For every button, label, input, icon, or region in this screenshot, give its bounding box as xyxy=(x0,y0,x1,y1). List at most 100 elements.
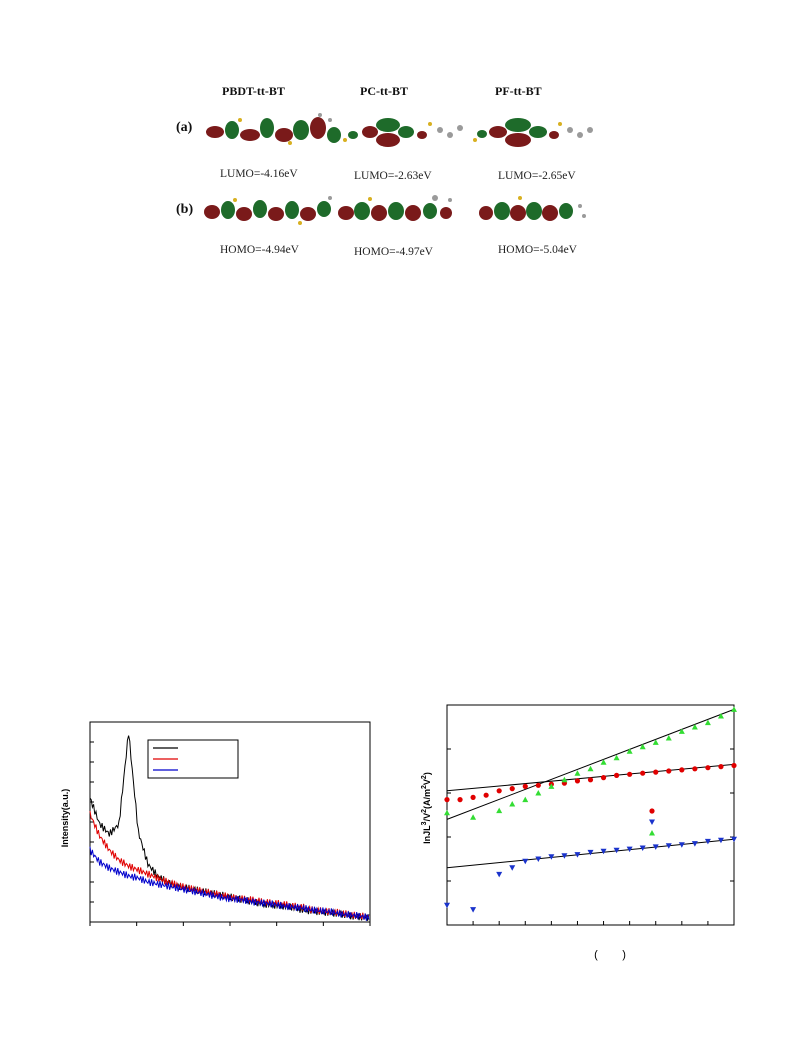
homo-value-pc: HOMO=-4.97eV xyxy=(354,246,433,258)
sclc-point-0 xyxy=(679,767,685,773)
orbital-figure: PBDT-tt-BT PC-tt-BT PF-tt-BT (a) (b) xyxy=(160,80,620,280)
orbital-images xyxy=(204,113,593,225)
sclc-point-2 xyxy=(522,796,529,803)
sclc-point-1 xyxy=(444,902,450,909)
intensity-series-line-2 xyxy=(89,846,370,921)
sclc-point-2 xyxy=(678,728,685,734)
sclc-point-1 xyxy=(613,847,620,854)
sclc-point-2 xyxy=(731,706,737,712)
sclc-point-2 xyxy=(717,713,724,719)
sclc-point-1 xyxy=(522,858,529,865)
sclc-legend xyxy=(649,808,655,836)
lumo-value-pc: LUMO=-2.63eV xyxy=(354,170,432,182)
sclc-point-2 xyxy=(665,735,672,741)
sclc-point-0 xyxy=(509,786,515,792)
sclc-point-2 xyxy=(470,814,477,820)
sclc-point-0 xyxy=(535,782,541,788)
row-label-b: (b) xyxy=(176,202,194,217)
sclc-point-0 xyxy=(640,770,646,776)
sclc-point-0 xyxy=(627,771,633,777)
intensity-ticks xyxy=(89,721,371,926)
sclc-xlabel: ( ) xyxy=(594,949,626,961)
sclc-point-0 xyxy=(666,768,672,774)
sclc-point-0 xyxy=(731,762,737,769)
sclc-fit-lines xyxy=(446,708,735,869)
sclc-point-0 xyxy=(483,792,489,798)
sclc-point-0 xyxy=(692,766,698,772)
sclc-point-1 xyxy=(731,836,737,843)
sclc-point-0 xyxy=(522,783,528,789)
sclc-ticks xyxy=(446,704,735,926)
sclc-point-1 xyxy=(665,843,672,849)
header-pc: PC-tt-BT xyxy=(360,84,408,98)
sclc-point-1 xyxy=(587,849,594,856)
sclc-point-2 xyxy=(496,807,503,814)
sclc-point-2 xyxy=(626,748,633,754)
lumo-value-pbdt: LUMO=-4.16eV xyxy=(220,168,298,180)
sclc-point-1 xyxy=(509,865,516,871)
sclc-point-1 xyxy=(652,844,659,850)
sclc-point-0 xyxy=(444,797,450,803)
sclc-fit-line-2 xyxy=(446,708,735,820)
intensity-series xyxy=(89,735,370,921)
sclc-plot-frame xyxy=(446,704,735,926)
sclc-legend-marker-1 xyxy=(649,819,655,825)
sclc-point-0 xyxy=(470,794,476,800)
sclc-point-2 xyxy=(691,724,698,730)
sclc-point-2 xyxy=(444,809,450,816)
sclc-point-1 xyxy=(626,846,633,853)
sclc-point-2 xyxy=(704,719,711,726)
homo-value-pbdt: HOMO=-4.94eV xyxy=(220,244,299,256)
sclc-legend-marker-0 xyxy=(649,808,655,814)
sclc-point-0 xyxy=(718,764,724,770)
sclc-point-2 xyxy=(587,765,594,772)
homo-pf-image xyxy=(479,196,586,221)
sclc-point-1 xyxy=(470,907,477,913)
sclc-point-1 xyxy=(535,856,542,862)
sclc-point-2 xyxy=(639,743,646,750)
homo-pbdt-image xyxy=(204,196,332,225)
sclc-point-2 xyxy=(561,776,568,783)
header-pbdt: PBDT-tt-BT xyxy=(222,84,285,98)
sclc-point-2 xyxy=(613,754,620,761)
sclc-point-1 xyxy=(639,845,646,851)
intensity-chart: Intensity(a.u.) xyxy=(60,721,371,926)
sclc-point-1 xyxy=(704,838,711,845)
sclc-point-2 xyxy=(548,783,555,789)
sclc-legend-marker-2 xyxy=(649,830,655,836)
sclc-point-1 xyxy=(574,852,581,858)
lumo-value-pf: LUMO=-2.65eV xyxy=(498,170,576,182)
intensity-legend xyxy=(147,739,239,779)
sclc-point-0 xyxy=(600,775,607,781)
lumo-pbdt-image xyxy=(206,113,341,145)
intensity-series-line-1 xyxy=(89,810,370,920)
sclc-point-1 xyxy=(600,848,607,855)
sclc-point-0 xyxy=(705,765,711,771)
sclc-point-0 xyxy=(613,772,620,778)
sclc-point-2 xyxy=(600,759,607,765)
sclc-point-0 xyxy=(653,769,659,775)
sclc-point-2 xyxy=(535,790,542,796)
sclc-point-0 xyxy=(587,777,594,783)
intensity-ylabel: Intensity(a.u.) xyxy=(60,789,70,848)
sclc-point-1 xyxy=(548,854,555,860)
homo-pc-image xyxy=(338,195,452,221)
sclc-series xyxy=(444,706,737,913)
sclc-point-1 xyxy=(496,871,503,878)
sclc-point-0 xyxy=(574,778,581,784)
sclc-point-0 xyxy=(457,797,463,803)
homo-value-pf: HOMO=-5.04eV xyxy=(498,244,577,256)
sclc-point-2 xyxy=(574,770,581,776)
sclc-point-2 xyxy=(509,801,516,807)
sclc-point-1 xyxy=(678,842,685,848)
lumo-pc-image xyxy=(343,118,463,147)
sclc-ylabel: lnJL3/V2(A/m2V2) xyxy=(421,772,432,844)
sclc-point-1 xyxy=(717,837,724,844)
row-label-a: (a) xyxy=(176,120,193,135)
sclc-chart: lnJL3/V2(A/m2V2) ( ) xyxy=(421,704,737,961)
sclc-point-1 xyxy=(561,853,568,859)
sclc-point-1 xyxy=(691,841,698,847)
header-pf: PF-tt-BT xyxy=(495,84,542,98)
sclc-point-2 xyxy=(652,739,659,745)
sclc-point-0 xyxy=(496,788,502,794)
